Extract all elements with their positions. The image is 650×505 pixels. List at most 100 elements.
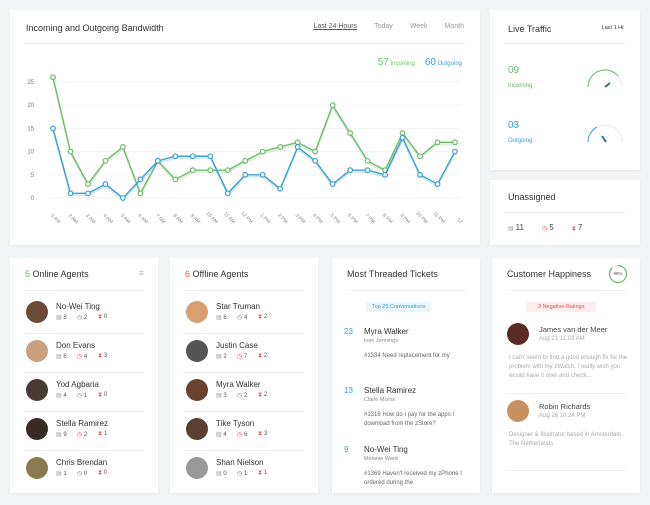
ticket-subject: #1334 Need replacement for my bbox=[364, 353, 450, 359]
ticket-icon: ▤ bbox=[56, 471, 64, 477]
data-point-incoming bbox=[224, 167, 231, 174]
data-point-outgoing bbox=[189, 153, 196, 160]
unassigned-overdue: 5 bbox=[549, 223, 554, 232]
data-point-incoming bbox=[242, 157, 249, 164]
avatar bbox=[507, 400, 529, 422]
agent-item[interactable]: Justin Case ▤ 2 ◷ 7 ⧗ 2 bbox=[186, 340, 306, 380]
review-item[interactable]: Robin Richards Aug 28 10:24 PM Designer … bbox=[507, 400, 632, 465]
divider bbox=[184, 450, 304, 451]
divider bbox=[24, 411, 144, 412]
ticket-item[interactable]: 9 No-Wei Ting Melanie Ward #1369 Haven't… bbox=[344, 445, 469, 495]
outgoing-label: Outgoing bbox=[437, 61, 462, 67]
agent-item[interactable]: Chris Brendan ▤ 1 ◷ 0 ⧗ 0 bbox=[26, 457, 146, 497]
agent-name: Shan Nielson bbox=[216, 458, 264, 467]
ticket-agent: Melanie Ward bbox=[364, 456, 398, 462]
x-tick-label: 12 PM bbox=[239, 211, 253, 225]
agent-item[interactable]: Star Truman ▤ 6 ◷ 4 ⧗ 2 bbox=[186, 301, 306, 341]
outgoing-value: 03 bbox=[508, 120, 520, 131]
data-point-outgoing bbox=[417, 171, 423, 178]
tab-today[interactable]: Today bbox=[374, 23, 393, 30]
data-point-outgoing bbox=[329, 181, 336, 187]
agent-pending: 0 bbox=[103, 314, 108, 320]
agent-pending: 2 bbox=[263, 353, 268, 359]
avatar bbox=[26, 418, 48, 440]
agent-tickets: 4 bbox=[63, 393, 67, 399]
tab-last-24-hours[interactable]: Last 24 Hours bbox=[313, 23, 358, 30]
ticket-icon: ▤ bbox=[216, 471, 224, 477]
data-point-incoming bbox=[85, 181, 91, 187]
divider bbox=[504, 43, 626, 44]
agent-item[interactable]: Myra Walker ▤ 3 ◷ 2 ⧗ 2 bbox=[186, 379, 306, 419]
data-point-incoming bbox=[67, 148, 74, 155]
y-tick-label: 5 bbox=[31, 173, 35, 179]
agent-overdue: 1 bbox=[243, 471, 248, 477]
ticket-item[interactable]: 13 Stella Ramirez Claire Morris #1316 Ho… bbox=[344, 386, 469, 436]
x-tick-label: 4 AM bbox=[102, 213, 114, 225]
outgoing-total: 60 bbox=[424, 57, 436, 68]
incoming-value: 09 bbox=[508, 65, 520, 76]
agent-tickets: 2 bbox=[223, 354, 227, 360]
tab-week[interactable]: Week bbox=[409, 23, 428, 30]
tab-month[interactable]: Month bbox=[444, 23, 464, 30]
agent-pending: 1 bbox=[103, 431, 108, 437]
agent-tickets: 4 bbox=[223, 432, 227, 438]
data-point-outgoing bbox=[347, 167, 354, 174]
hourglass-icon: ⧗ bbox=[98, 353, 104, 359]
agent-name: No-Wei Ting bbox=[56, 302, 100, 311]
y-tick-label: 20 bbox=[27, 103, 34, 109]
ticket-item[interactable]: 23 Myra Walker Ivan Jennings #1334 Need … bbox=[344, 327, 469, 377]
agent-pending: 3 bbox=[103, 353, 108, 359]
agent-item[interactable]: Shan Nielson ▤ 0 ◷ 1 ⧗ 1 bbox=[186, 457, 306, 497]
ticket-icon: ▤ bbox=[216, 315, 224, 321]
clock-icon: ◷ bbox=[237, 354, 244, 360]
negative-ratings-pill[interactable]: 3 Negative Ratings bbox=[526, 302, 597, 312]
agent-name: Don Evans bbox=[56, 341, 96, 350]
y-tick-label: 25 bbox=[27, 80, 34, 86]
top-conversations-pill[interactable]: Top 25 Conversations bbox=[366, 302, 432, 312]
hourglass-icon: ⧗ bbox=[98, 470, 104, 476]
agent-name: Myra Walker bbox=[216, 380, 261, 389]
data-point-incoming bbox=[277, 144, 284, 150]
unassigned-card: Unassigned ▤ 11 ◷ 5 ⧗ 7 bbox=[490, 180, 640, 245]
divider bbox=[24, 372, 144, 373]
divider bbox=[506, 470, 626, 471]
agent-item[interactable]: Yod Agbaria ▤ 4 ◷ 1 ⧗ 0 bbox=[26, 379, 146, 419]
series-line-incoming bbox=[52, 77, 455, 196]
agent-overdue: 6 bbox=[243, 432, 248, 438]
avatar bbox=[26, 301, 48, 323]
agent-item[interactable]: Don Evans ▤ 6 ◷ 4 ⧗ 3 bbox=[26, 340, 146, 380]
agent-overdue: 0 bbox=[83, 471, 88, 477]
data-point-incoming bbox=[312, 148, 319, 155]
hourglass-icon: ⧗ bbox=[258, 392, 264, 398]
hourglass-icon: ⧗ bbox=[571, 226, 576, 232]
divider bbox=[184, 372, 304, 373]
clock-icon: ◷ bbox=[237, 393, 244, 399]
range-tabs: Last 24 Hours Today Week Month bbox=[313, 23, 464, 30]
avatar bbox=[26, 340, 48, 362]
offline-agents-card: 6 Offline Agents Star Truman ▤ 6 ◷ 4 ⧗ 2… bbox=[170, 258, 318, 493]
review-date: Aug 28 10:24 PM bbox=[539, 413, 586, 419]
clock-icon: ◷ bbox=[77, 354, 84, 360]
data-point-incoming bbox=[189, 167, 196, 174]
bandwidth-card: 0 5 10 15 20 25 1 AM 2 AM 3 AM 4 AM 5 AM 6 AM 7 AM 8 … bbox=[10, 10, 480, 245]
menu-icon[interactable]: ≡ bbox=[138, 268, 144, 278]
data-point-incoming bbox=[347, 130, 354, 136]
ticket-agent: Claire Morris bbox=[364, 397, 396, 403]
ticket-icon: ▤ bbox=[56, 354, 64, 360]
x-tick-label: 3 PM bbox=[294, 213, 306, 225]
agent-item[interactable]: Tike Tyson ▤ 4 ◷ 6 ⧗ 3 bbox=[186, 418, 306, 458]
reviewer-name: James van der Meer bbox=[539, 325, 608, 334]
data-point-outgoing bbox=[399, 134, 406, 141]
online-agents-card: 5 Online Agents ≡ No-Wei Ting ▤ 8 ◷ 2 ⧗ … bbox=[10, 258, 158, 493]
data-point-outgoing bbox=[207, 153, 214, 160]
data-point-outgoing bbox=[50, 125, 56, 132]
avatar bbox=[186, 301, 208, 323]
agent-item[interactable]: Stella Ramirez ▤ 9 ◷ 2 ⧗ 1 bbox=[26, 418, 146, 458]
agent-item[interactable]: No-Wei Ting ▤ 8 ◷ 2 ⧗ 0 bbox=[26, 301, 146, 341]
review-item[interactable]: James van der Meer Aug 21 11:03 AM I can… bbox=[507, 323, 632, 388]
live-range[interactable]: Last 1 Hr bbox=[601, 25, 624, 31]
ticket-icon: ▤ bbox=[56, 315, 64, 321]
x-tick-label: 12 bbox=[455, 217, 463, 225]
data-point-outgoing bbox=[294, 144, 301, 150]
happiness-title: Customer Happiness bbox=[507, 269, 592, 279]
